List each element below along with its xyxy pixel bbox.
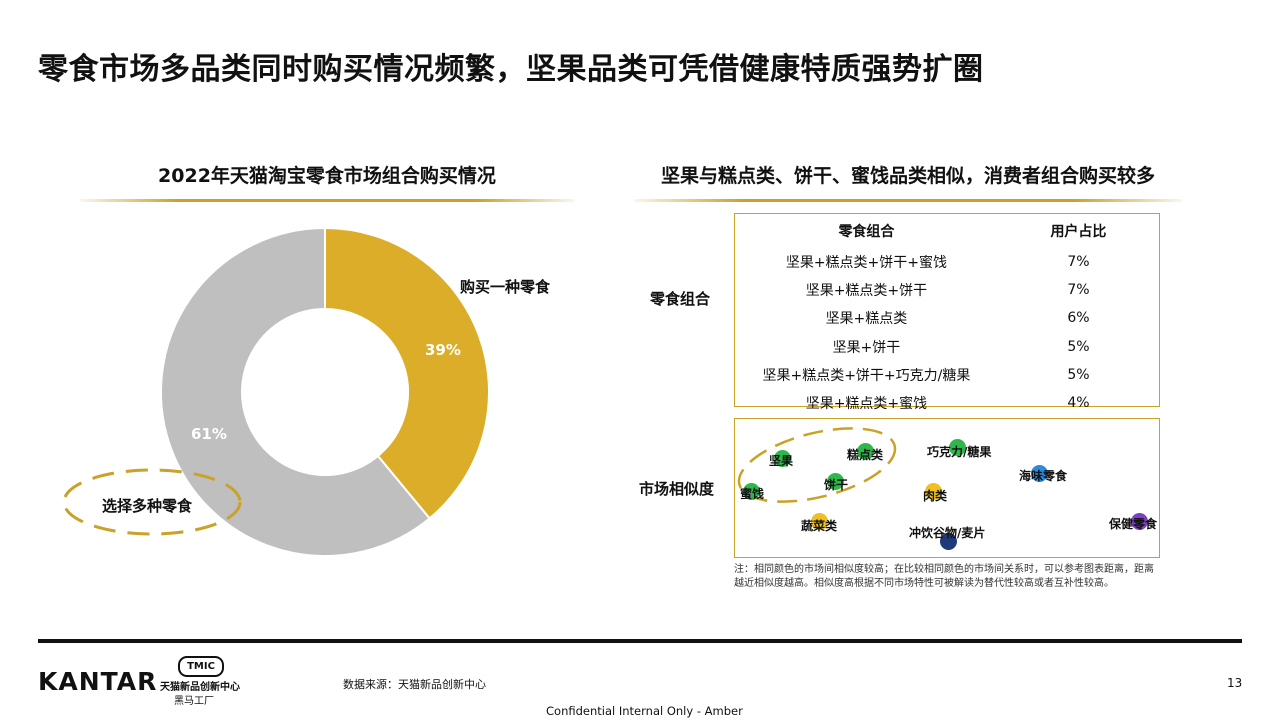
data-source: 数据来源：天猫新品创新中心 <box>343 678 486 691</box>
map-dot-meat <box>925 483 942 500</box>
left-panel-title: 2022年天猫淘宝零食市场组合购买情况 <box>158 165 496 187</box>
map-label-health-snack: 保健零食 <box>1109 517 1158 531</box>
table-row: 坚果+糕点类+饼干+巧克力/糖果 5% <box>735 361 1159 389</box>
table-row: 坚果+糕点类+饼干 7% <box>735 276 1159 304</box>
map-dot-nuts <box>774 450 791 467</box>
slice-label-single: 购买一种零食 <box>460 278 551 296</box>
combo-cell: 坚果+糕点类+蜜饯 <box>805 396 928 413</box>
map-dot-cereal <box>940 533 957 550</box>
combo-cell: 坚果+饼干 <box>832 339 901 356</box>
page-number: 13 <box>1227 676 1243 690</box>
map-label-seafood: 海味零食 <box>1019 469 1068 483</box>
table-header-share: 用户占比 <box>1050 224 1107 240</box>
map-label-cereal: 冲饮谷物/麦片 <box>909 526 986 540</box>
map-dot-candied-fruit <box>743 483 760 500</box>
tmic-badge: TMIC <box>178 656 224 677</box>
share-cell: 7% <box>1067 282 1090 299</box>
map-label-chocolate: 巧克力/糖果 <box>927 445 992 459</box>
similarity-cluster-ring <box>737 427 897 503</box>
tmic-line2: 黑马工厂 <box>174 696 214 707</box>
table-header-combo: 零食组合 <box>838 224 895 240</box>
map-dot-seafood <box>1031 465 1048 482</box>
kantar-logo: KANTAR <box>38 667 158 696</box>
donut-chart <box>62 226 490 557</box>
map-dot-vegetable <box>811 513 828 530</box>
tmic-line1: 天猫新品创新中心 <box>160 682 240 693</box>
donut-slice-multi <box>160 226 431 557</box>
share-cell: 6% <box>1067 310 1090 327</box>
map-label-vegetable: 蔬菜类 <box>801 519 838 533</box>
map-dot-chocolate <box>949 439 966 456</box>
combo-cell: 坚果+糕点类+饼干+巧克力/糖果 <box>762 367 971 384</box>
left-title-underline <box>80 199 574 202</box>
combo-cell: 坚果+糕点类+饼干+蜜饯 <box>785 255 948 272</box>
table-row: 坚果+糕点类+饼干+蜜饯 7% <box>735 248 1159 276</box>
footer-divider <box>38 639 1242 643</box>
combo-table-box: 零食组合 用户占比 坚果+糕点类+饼干+蜜饯 7% 坚果+糕点类+饼干 7% 坚果+… <box>734 213 1160 412</box>
share-cell: 5% <box>1067 366 1090 383</box>
slice-value-single: 39% <box>425 341 461 359</box>
combo-table: 零食组合 用户占比 坚果+糕点类+饼干+蜜饯 7% 坚果+糕点类+饼干 7% 坚果+… <box>735 214 1159 417</box>
map-label-pastry: 糕点类 <box>847 448 884 462</box>
highlight-ellipse <box>62 468 242 536</box>
combo-cell: 坚果+糕点类+饼干 <box>805 283 928 300</box>
map-dot-biscuit <box>827 473 844 490</box>
right-panel-title: 坚果与糕点类、饼干、蜜饯品类相似，消费者组合购买较多 <box>660 165 1155 187</box>
slice-value-multi: 61% <box>191 425 227 443</box>
table-row: 坚果+糕点类+蜜饯 4% <box>735 389 1159 417</box>
table-row: 坚果+饼干 5% <box>735 333 1159 361</box>
map-label-meat: 肉类 <box>923 489 948 503</box>
page-title: 零食市场多品类同时购买情况频繁，坚果品类可凭借健康特质强势扩圈 <box>38 52 984 87</box>
map-label-nuts: 坚果 <box>769 454 794 468</box>
map-dot-pastry <box>857 443 874 460</box>
combo-cell: 坚果+糕点类 <box>825 311 908 328</box>
right-title-underline <box>634 199 1182 202</box>
confidential-label: Confidential Internal Only - Amber <box>546 704 743 718</box>
similarity-map-box: 坚果 糕点类 巧克力/糖果 饼干 蜜饯 海味零食 肉类 蔬菜类 冲饮谷物/麦片 … <box>734 418 1160 558</box>
donut-slice-single <box>324 226 490 520</box>
share-cell: 7% <box>1067 254 1090 271</box>
map-label-candied-fruit: 蜜饯 <box>740 487 765 501</box>
similarity-row-label: 市场相似度 <box>639 480 715 498</box>
map-label-biscuit: 饼干 <box>824 478 849 492</box>
table-row: 坚果+糕点类 6% <box>735 304 1159 332</box>
share-cell: 4% <box>1067 395 1090 412</box>
slice-label-multi: 选择多种零食 <box>102 497 193 515</box>
combo-row-label: 零食组合 <box>650 290 711 308</box>
map-dot-health-snack <box>1131 513 1148 530</box>
share-cell: 5% <box>1067 338 1090 355</box>
similarity-note: 注：相同颜色的市场间相似度较高；在比较相同颜色的市场间关系时，可以参考图表距离，… <box>734 564 1154 589</box>
